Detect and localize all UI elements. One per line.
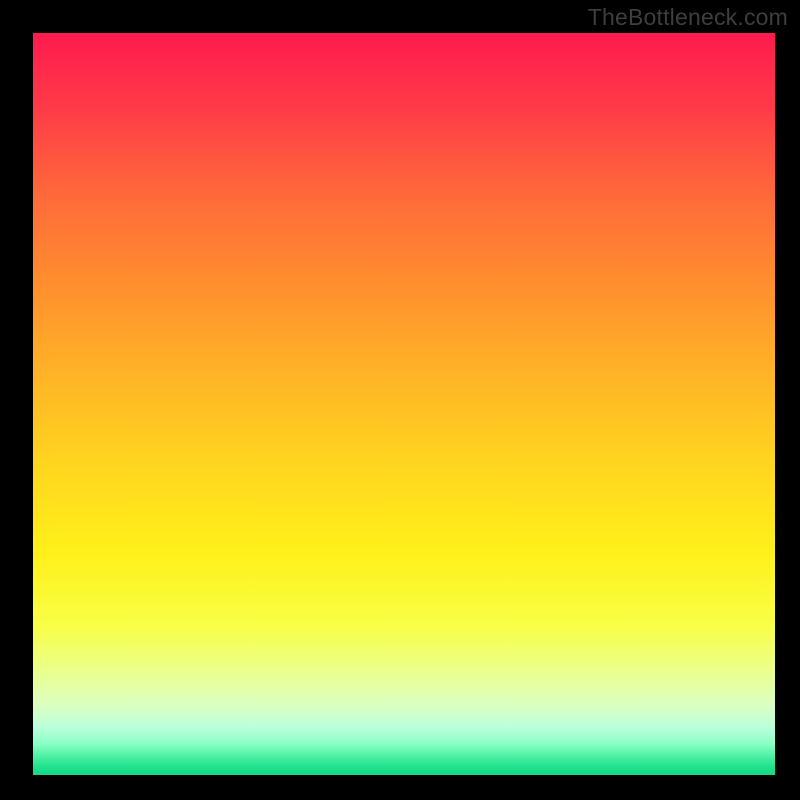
gradient-background xyxy=(33,33,775,775)
watermark-text: TheBottleneck.com xyxy=(588,4,788,31)
plot-area xyxy=(33,33,775,775)
